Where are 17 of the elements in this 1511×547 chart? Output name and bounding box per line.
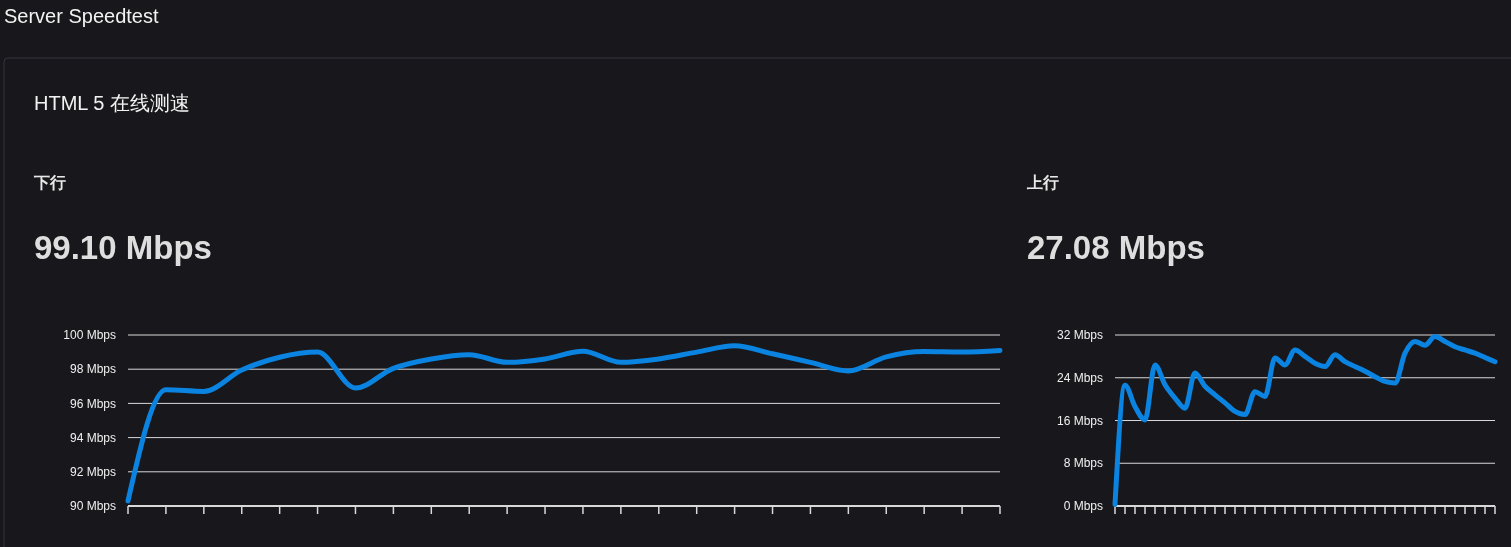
y-tick-label: 100 Mbps [63,328,116,343]
text: HTML 5 在线测速 [34,92,190,114]
y-tick-label: 96 Mbps [69,396,116,411]
chart-title: 上行 [1026,174,1059,191]
y-tick-label: 24 Mbps [1056,370,1103,385]
chart-title: 下行 [33,174,66,191]
text: Server Speedtest [4,5,159,27]
y-tick-label: 94 Mbps [69,430,116,445]
chart-subtitle: 27.08 Mbps [1027,229,1205,266]
y-tick-label: 32 Mbps [1056,328,1103,343]
y-tick-label: 0 Mbps [1063,499,1103,514]
chart-subtitle: 99.10 Mbps [34,229,212,266]
y-tick-label: 98 Mbps [69,362,116,377]
y-tick-label: 16 Mbps [1056,413,1103,428]
y-tick-label: 92 Mbps [69,465,116,479]
y-tick-label: 90 Mbps [69,499,116,514]
y-tick-label: 8 Mbps [1063,456,1103,471]
